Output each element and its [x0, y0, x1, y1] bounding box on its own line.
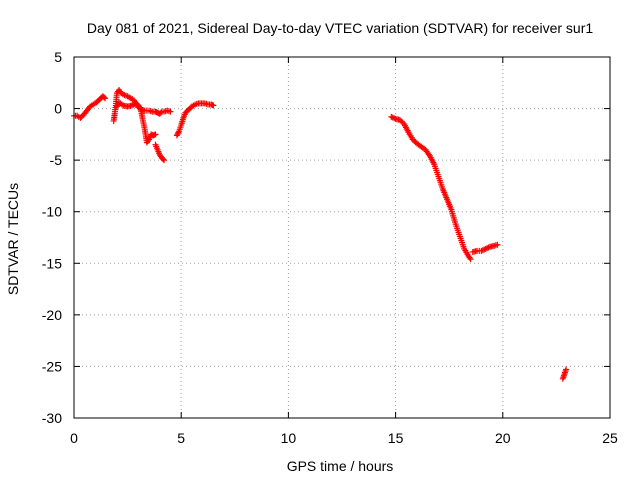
x-tick-label: 0 [70, 430, 78, 446]
data-point [391, 115, 398, 122]
data-point [102, 95, 109, 102]
y-tick-label: -5 [50, 152, 63, 168]
data-point [167, 108, 174, 115]
x-tick-label: 15 [388, 430, 404, 446]
y-tick-label: -15 [42, 255, 62, 271]
y-axis-label: SDTVAR / TECUs [5, 183, 21, 295]
x-tick-label: 25 [602, 430, 618, 446]
x-tick-label: 20 [495, 430, 511, 446]
data-point [563, 366, 570, 373]
data-point [159, 156, 166, 163]
y-tick-label: -20 [42, 307, 62, 323]
data-point [157, 109, 164, 116]
y-tick-label: 5 [54, 49, 62, 65]
data-point [396, 116, 403, 123]
y-tick-label: -25 [42, 358, 62, 374]
x-axis-label: GPS time / hours [287, 458, 394, 474]
data-point [101, 94, 108, 101]
chart-title: Day 081 of 2021, Sidereal Day-to-day VTE… [87, 20, 593, 36]
y-tick-label: -10 [42, 204, 62, 220]
data-point [175, 129, 182, 136]
plot-frame [73, 56, 611, 419]
y-tick-label: 0 [54, 101, 62, 117]
x-tick-label: 10 [281, 430, 297, 446]
data-markers [71, 87, 570, 382]
data-point [494, 241, 501, 248]
y-tick-label: -30 [42, 410, 62, 426]
data-point [152, 131, 159, 138]
data-point [467, 256, 474, 263]
tick-labels: 0 5 10 15 20 25 5 0 -5 -10 -15 -20 -25 -30 [42, 49, 618, 446]
x-tick-label: 5 [177, 430, 185, 446]
data-point [210, 102, 217, 109]
ticks [73, 56, 611, 419]
data-point [161, 157, 168, 164]
